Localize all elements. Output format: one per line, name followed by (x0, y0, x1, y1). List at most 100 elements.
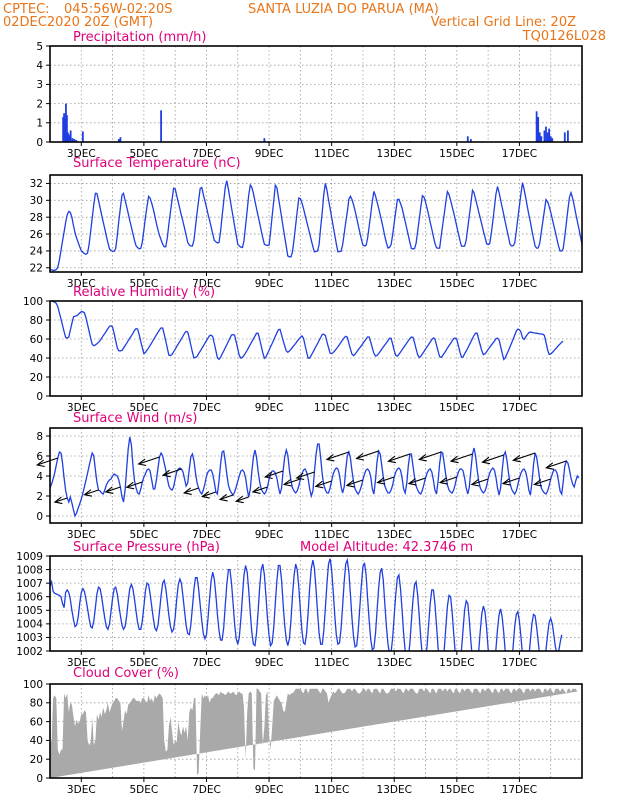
precip-bar (549, 136, 552, 142)
wind-x-tick-label: 11DEC (314, 529, 349, 541)
precip-bar (545, 126, 547, 142)
pres-x-tick-label: 15DEC (439, 657, 474, 669)
temp-x-tick-label: 13DEC (377, 278, 412, 290)
precip-x-tick-label: 9DEC (255, 148, 284, 160)
wind-arrow (234, 495, 249, 504)
wind-frame (49, 427, 583, 524)
wind-arrow (125, 481, 143, 490)
pres-data (50, 557, 563, 651)
pres-panel: Surface Pressure (hPa) Model Altitude: 42… (16, 540, 583, 669)
pres-y-tick-label: 1006 (16, 592, 43, 604)
wind-arrows (35, 450, 567, 505)
precip-bar (68, 136, 71, 142)
wind-arrow (314, 480, 332, 489)
wind-arrow (376, 476, 395, 485)
wind-arrow (418, 451, 442, 462)
precip-y-tick-label: 4 (36, 60, 43, 72)
header-grid-note: Vertical Grid Line: 20Z (431, 15, 576, 30)
wind-arrow (407, 477, 426, 486)
precip-bar (567, 130, 569, 142)
rh-y-tick-label: 80 (30, 315, 43, 327)
wind-line (50, 436, 580, 518)
wind-panel: Surface Wind (m/s) 0 2 4 6 8 3DEC 5DEC 7DEC 9DEC 1… (35, 411, 583, 541)
precip-bar (66, 132, 69, 142)
rh-y-tick-label: 60 (30, 334, 43, 346)
temp-y-tick-label: 24 (30, 246, 44, 258)
precip-bar (119, 137, 122, 142)
wind-arrow (137, 456, 160, 467)
temp-x-tick-label: 9DEC (255, 278, 284, 290)
rh-x-tick-label: 7DEC (192, 402, 221, 414)
wind-arrow (282, 478, 301, 487)
cloud-x-tick-label: 3DEC (67, 784, 96, 796)
pres-frame (49, 555, 583, 652)
rh-frame (49, 300, 583, 397)
temp-line (50, 180, 582, 271)
wind-arrow (182, 487, 199, 495)
precip-y-tick-label: 2 (36, 98, 43, 110)
wind-arrow (263, 470, 284, 480)
cloud-x-tick-label: 7DEC (192, 784, 221, 796)
wind-arrow (201, 491, 217, 499)
pres-annotation: Model Altitude: 42.3746 m (300, 540, 473, 555)
rh-y-tick-label: 40 (30, 353, 43, 365)
cloud-x-tick-label: 9DEC (255, 784, 284, 796)
wind-y-tick-label: 0 (36, 511, 43, 523)
wind-arrow (325, 451, 350, 462)
panels: Precipitation (mm/h) 0 1 2 3 4 5 3DEC 5DEC 7DEC 9D… (16, 30, 583, 796)
wind-y-tick-label: 2 (36, 491, 43, 503)
wind-arrow (345, 479, 364, 488)
precip-bar (81, 131, 84, 142)
temp-y-tick-label: 30 (30, 195, 43, 207)
pres-y-tick-label: 1009 (16, 551, 43, 563)
temp-title: Surface Temperature (nC) (73, 156, 241, 171)
pres-x-tick-label: 9DEC (255, 657, 284, 669)
wind-data (50, 436, 580, 518)
precip-bar (62, 117, 65, 142)
wind-arrow (449, 453, 473, 464)
wind-arrow (355, 450, 379, 461)
rh-x-tick-label: 5DEC (130, 402, 159, 414)
precip-y-tick-label: 1 (36, 118, 43, 130)
temp-x-tick-label: 3DEC (67, 278, 96, 290)
precip-bar (75, 140, 78, 142)
pres-x-tick-label: 13DEC (377, 657, 412, 669)
precip-x-tick-label: 7DEC (192, 148, 221, 160)
cloud-y-tick-label: 100 (23, 679, 43, 691)
precip-title: Precipitation (mm/h) (73, 30, 206, 45)
rh-title: Relative Humidity (%) (73, 285, 215, 300)
wind-arrow (533, 478, 551, 487)
rh-panel: Relative Humidity (%) 0 20 40 60 80 100 3DEC 5DE… (23, 285, 583, 414)
wind-x-tick-label: 5DEC (130, 529, 159, 541)
rh-grid (50, 301, 582, 396)
rh-y-tick-label: 100 (23, 296, 43, 308)
precip-bar (263, 138, 266, 142)
wind-arrow (104, 486, 121, 494)
precip-x-tick-label: 17DEC (502, 148, 537, 160)
wind-x-tick-label: 3DEC (67, 529, 96, 541)
wind-arrow (83, 489, 99, 497)
cloud-x-tick-label: 17DEC (502, 784, 537, 796)
wind-arrow (501, 477, 520, 486)
wind-arrow (161, 468, 182, 478)
rh-x-tick-label: 15DEC (439, 402, 474, 414)
cloud-title: Cloud Cover (%) (73, 666, 179, 681)
precip-x-tick-label: 3DEC (67, 148, 96, 160)
precip-y-tick-label: 3 (36, 79, 43, 91)
wind-arrow (53, 496, 68, 505)
cloud-x-tick-label: 13DEC (377, 784, 412, 796)
temp-frame (49, 174, 583, 273)
cloud-y-tick-label: 40 (30, 735, 43, 747)
header-source: CPTEC: (3, 2, 50, 17)
pres-x-tick-label: 7DEC (192, 657, 221, 669)
temp-y-tick-label: 28 (30, 212, 43, 224)
precip-x-tick-label: 11DEC (314, 148, 349, 160)
wind-title: Surface Wind (m/s) (73, 411, 197, 426)
header-location: SANTA LUZIA DO PARUA (MA) (248, 2, 439, 17)
temp-grid (50, 175, 582, 272)
rh-x-tick-label: 17DEC (502, 402, 537, 414)
wind-x-tick-label: 17DEC (502, 529, 537, 541)
pres-x-tick-label: 11DEC (314, 657, 349, 669)
wind-x-tick-label: 13DEC (377, 529, 412, 541)
